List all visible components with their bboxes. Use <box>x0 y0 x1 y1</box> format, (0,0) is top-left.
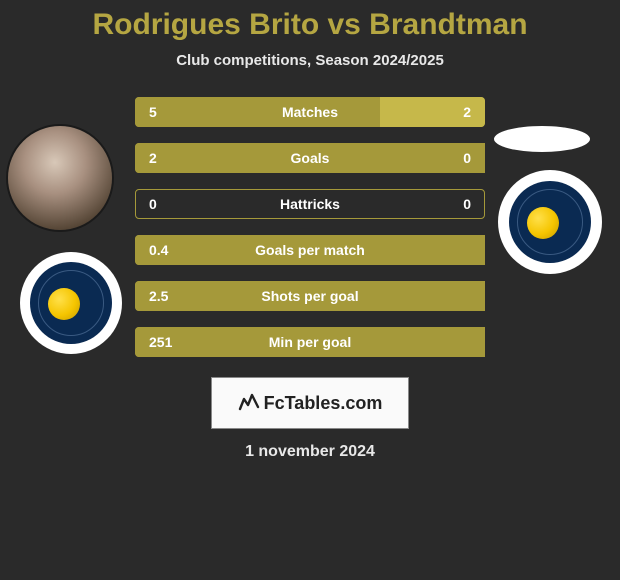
player-left-club-badge <box>20 252 122 354</box>
stat-row: 0Hattricks0 <box>135 189 485 219</box>
mariners-crest-icon <box>30 262 112 344</box>
stat-value-left: 2.5 <box>135 288 195 304</box>
stat-label: Goals per match <box>195 242 425 258</box>
player-right-club-badge <box>498 170 602 274</box>
stat-row: 5Matches2 <box>135 97 485 127</box>
stat-label: Hattricks <box>195 196 425 212</box>
header: Rodrigues Brito vs Brandtman Club compet… <box>0 0 620 69</box>
page-title: Rodrigues Brito vs Brandtman <box>0 8 620 42</box>
stat-value-left: 0 <box>135 196 195 212</box>
player-left-avatar <box>8 126 112 230</box>
mariners-crest-icon <box>509 181 591 263</box>
watermark: FcTables.com <box>211 377 409 429</box>
stat-label: Matches <box>195 104 425 120</box>
date-label: 1 november 2024 <box>0 443 620 461</box>
stat-value-right: 2 <box>425 104 485 120</box>
stats-table: 5Matches22Goals00Hattricks00.4Goals per … <box>135 97 485 357</box>
stat-value-right: 0 <box>425 150 485 166</box>
stat-value-right: 0 <box>425 196 485 212</box>
player-right-avatar-placeholder <box>494 126 590 152</box>
stat-value-left: 2 <box>135 150 195 166</box>
page-subtitle: Club competitions, Season 2024/2025 <box>0 52 620 69</box>
stat-label: Min per goal <box>195 334 425 350</box>
stat-row: 2.5Shots per goal <box>135 281 485 311</box>
stat-row: 0.4Goals per match <box>135 235 485 265</box>
stat-row: 2Goals0 <box>135 143 485 173</box>
watermark-icon <box>238 391 260 416</box>
stat-value-left: 251 <box>135 334 195 350</box>
stat-value-left: 5 <box>135 104 195 120</box>
stat-label: Shots per goal <box>195 288 425 304</box>
stat-row: 251Min per goal <box>135 327 485 357</box>
watermark-text: FcTables.com <box>264 393 383 414</box>
stat-value-left: 0.4 <box>135 242 195 258</box>
stat-label: Goals <box>195 150 425 166</box>
